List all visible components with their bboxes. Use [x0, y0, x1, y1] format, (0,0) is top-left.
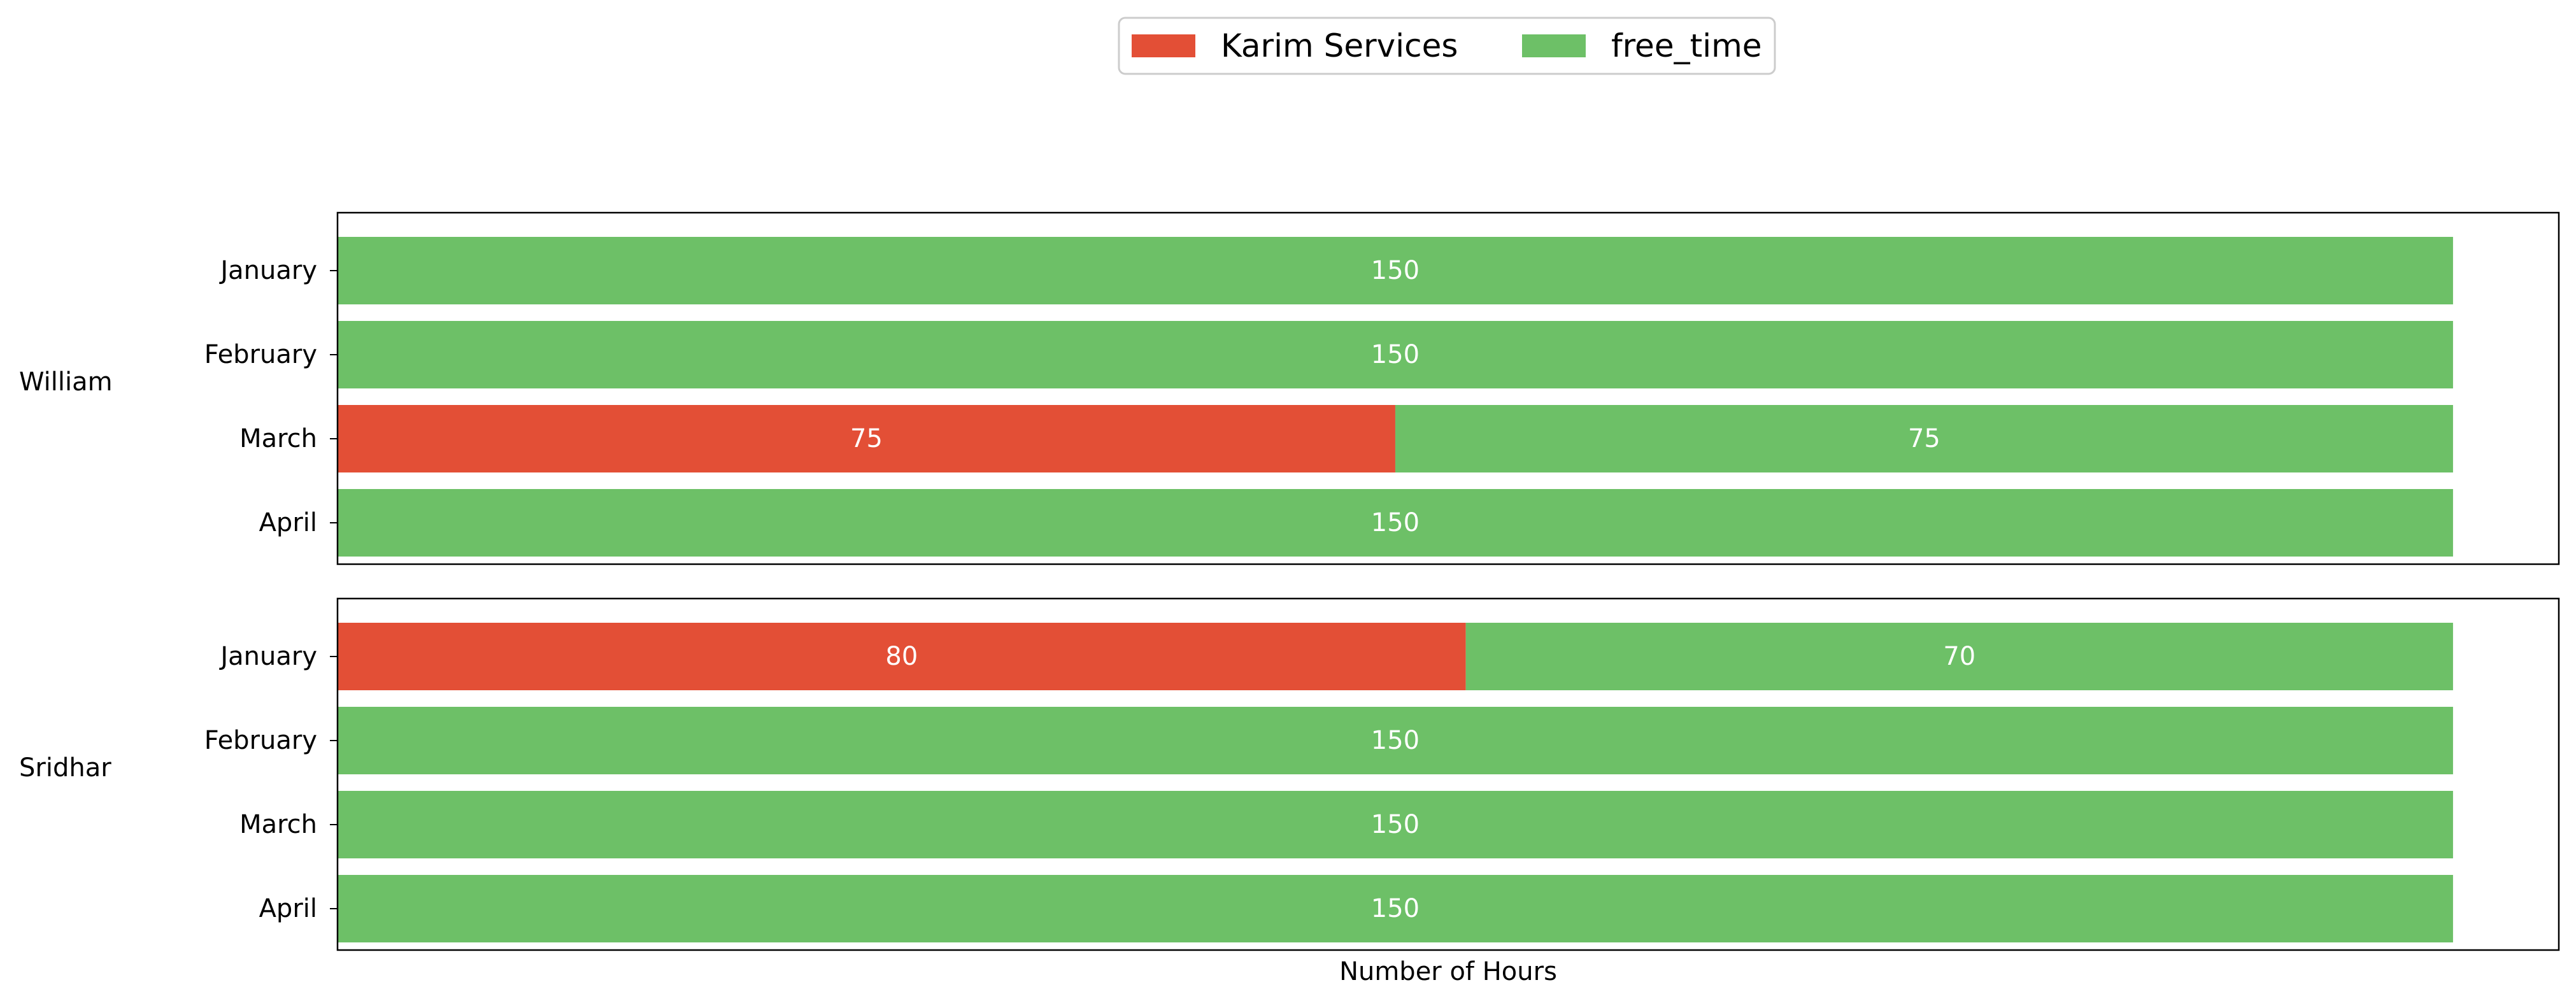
panels: 150 January 150 February 75 75 March 150 April Wi… [19, 211, 2560, 951]
legend: Karim Services free_time [1118, 17, 1776, 75]
bar-william-january-free-time [338, 237, 2453, 304]
bar-sridhar-april-free-time [338, 875, 2453, 942]
bar-william-february-free-time [338, 321, 2453, 388]
panel-sridhar: 80 70 January 150 February 150 March 150 April Sr… [19, 597, 2560, 951]
x-axis-label: Number of Hours [1339, 957, 1557, 986]
legend-label-free-time: free_time [1611, 27, 1762, 64]
bar-label-sridhar-march-free-time: 150 [1371, 810, 1420, 839]
bar-label-sridhar-april-free-time: 150 [1371, 894, 1420, 923]
bar-label-william-march-free-time: 75 [1908, 424, 1940, 453]
bar-william-march-karim-services [338, 405, 1395, 472]
panel-william: 150 January 150 February 75 75 March 150 April Wi… [19, 211, 2560, 565]
group-label-william: William [19, 367, 113, 397]
legend-swatch-free-time [1522, 34, 1586, 57]
legend-label-karim-services: Karim Services [1221, 27, 1458, 64]
bar-sridhar-january-free-time [1465, 623, 2453, 690]
legend-frame [1118, 17, 1776, 75]
y-tick-label-william-march: March [239, 424, 317, 453]
y-tick-label-william-february: February [204, 340, 317, 369]
bar-label-william-february-free-time: 150 [1371, 340, 1420, 369]
bar-william-march-free-time [1395, 405, 2453, 472]
bar-label-sridhar-january-free-time: 70 [1943, 642, 1975, 671]
bar-sridhar-march-free-time [338, 791, 2453, 858]
y-tick-label-sridhar-april: April [259, 894, 317, 923]
bar-label-william-march-karim-services: 75 [850, 424, 883, 453]
legend-swatch-karim-services [1132, 34, 1195, 57]
bar-william-april-free-time [338, 489, 2453, 557]
group-label-sridhar: Sridhar [19, 753, 111, 783]
bar-label-sridhar-february-free-time: 150 [1371, 726, 1420, 755]
bar-sridhar-january-karim-services [338, 623, 1466, 690]
bar-label-william-april-free-time: 150 [1371, 508, 1420, 537]
bar-sridhar-february-free-time [338, 707, 2453, 774]
y-tick-label-sridhar-january: January [218, 642, 317, 671]
panel-frame-william [336, 211, 2560, 565]
y-tick-label-sridhar-february: February [204, 726, 317, 755]
y-tick-label-william-january: January [218, 256, 317, 285]
y-tick-label-sridhar-march: March [239, 810, 317, 839]
bar-label-sridhar-january-karim-services: 80 [885, 642, 918, 671]
y-tick-label-william-april: April [259, 508, 317, 537]
panel-frame-sridhar [336, 597, 2560, 951]
bar-label-william-january-free-time: 150 [1371, 256, 1420, 285]
